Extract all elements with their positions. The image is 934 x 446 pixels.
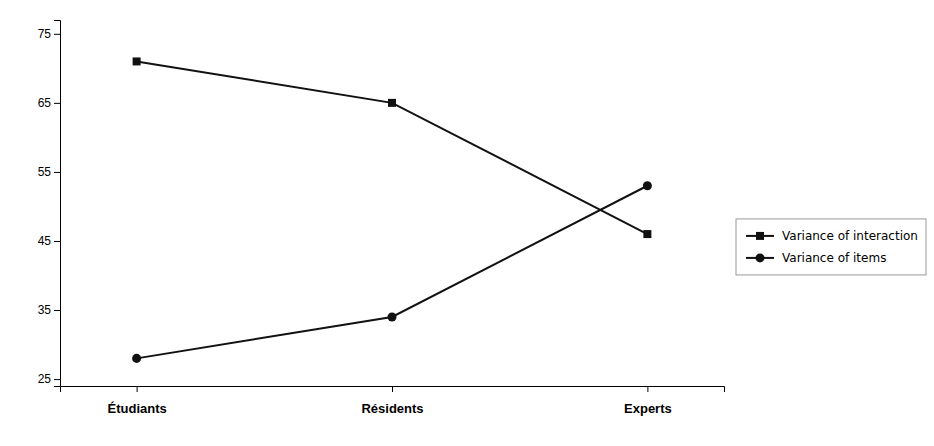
legend-swatch-marker	[755, 253, 764, 262]
y-tick-mark	[54, 379, 60, 380]
x-tick: Experts	[624, 386, 672, 416]
chart: 25 35 45 55 65 75 Étudiants Résidents Experts Var…	[0, 0, 934, 446]
y-axis: 25 35 45 55 65 75	[38, 21, 61, 387]
point	[643, 181, 652, 190]
y-tick: 55	[38, 165, 60, 179]
y-tick-label: 25	[38, 372, 52, 386]
y-tick: 45	[38, 234, 60, 248]
plot: 25 35 45 55 65 75 Étudiants Résidents Experts	[38, 21, 725, 417]
x-axis-line	[61, 387, 725, 393]
point	[132, 354, 141, 363]
x-axis: Étudiants Résidents Experts	[61, 386, 725, 416]
x-tick-mark	[647, 386, 648, 392]
y-tick: 35	[38, 303, 60, 317]
x-tick: Résidents	[361, 386, 423, 416]
y-tick-mark	[54, 310, 60, 311]
legend-frame	[736, 219, 926, 275]
x-tick-mark	[392, 386, 393, 392]
point	[133, 57, 141, 65]
y-tick-label: 45	[38, 234, 52, 248]
point	[388, 99, 396, 107]
y-tick: 65	[38, 96, 60, 110]
y-axis-line	[54, 21, 61, 387]
y-tick-mark	[54, 34, 60, 35]
point	[643, 230, 651, 238]
y-tick-label: 65	[38, 96, 52, 110]
y-tick-mark	[54, 103, 60, 104]
x-tick-label: Experts	[624, 401, 672, 416]
x-tick-label: Résidents	[361, 401, 423, 416]
point	[387, 312, 396, 321]
x-tick-mark	[137, 386, 138, 392]
legend-swatch-marker	[756, 232, 764, 240]
x-tick: Étudiants	[107, 386, 166, 416]
y-tick-mark	[54, 241, 60, 242]
marks	[132, 57, 652, 362]
y-tick-label: 55	[38, 165, 52, 179]
legend-item: Variance of interaction	[746, 229, 918, 243]
legend-item: Variance of items	[746, 251, 886, 265]
legend-label: Variance of interaction	[782, 229, 918, 243]
y-tick-label: 35	[38, 303, 52, 317]
legend: Variance of interaction Variance of items	[736, 219, 926, 275]
series-line	[137, 186, 648, 359]
y-tick: 75	[38, 27, 60, 41]
series-line	[137, 61, 648, 234]
y-tick-mark	[54, 172, 60, 173]
y-tick-label: 75	[38, 27, 52, 41]
x-tick-label: Étudiants	[107, 401, 166, 416]
legend-label: Variance of items	[782, 251, 886, 265]
y-tick: 25	[38, 372, 60, 386]
